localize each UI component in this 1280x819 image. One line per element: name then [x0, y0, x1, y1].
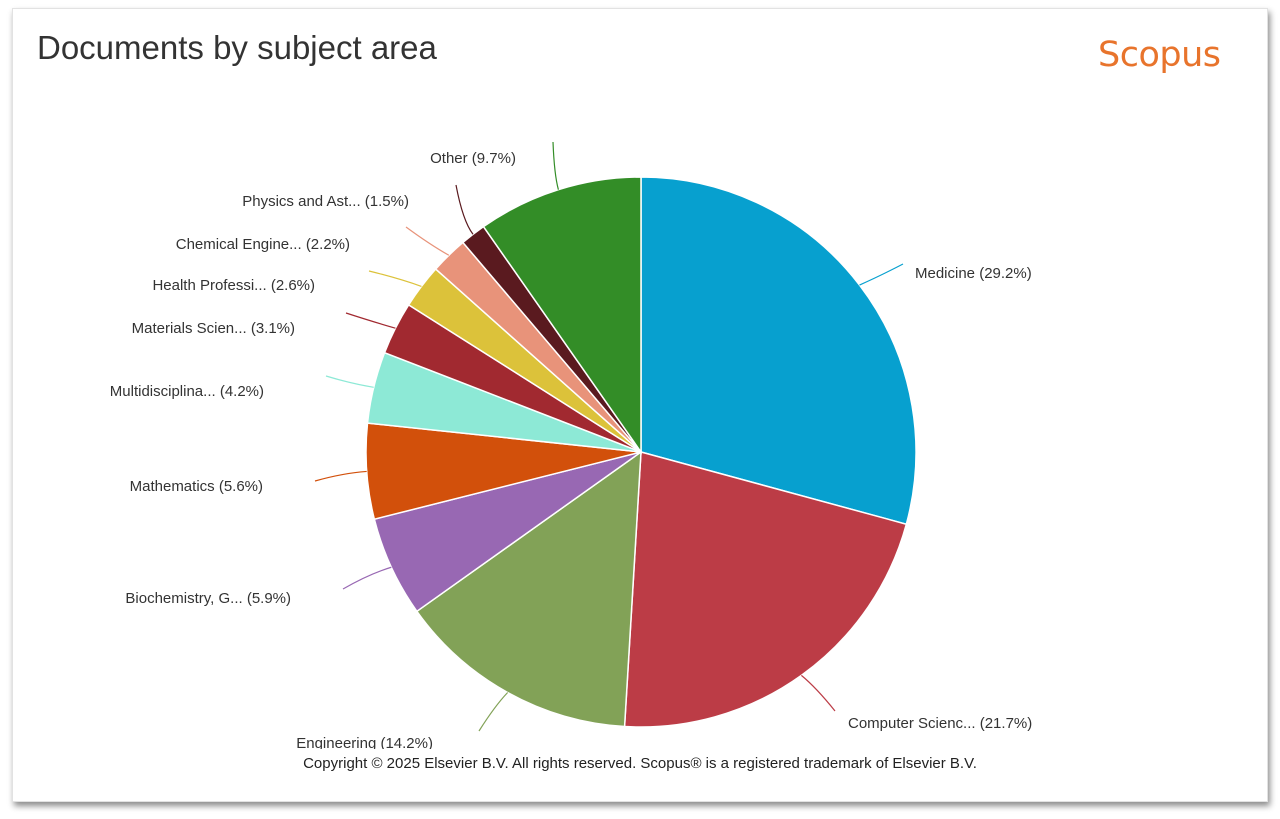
- pie-slice-label: Biochemistry, G... (5.9%): [125, 590, 291, 607]
- pie-slice-label: Health Professi... (2.6%): [152, 277, 315, 294]
- pie-slice[interactable]: [482, 176, 642, 455]
- pie-leader-line: [859, 263, 904, 286]
- chart-card: Documents by subject area Scopus Medicin…: [12, 8, 1268, 802]
- pie-slice[interactable]: [640, 176, 917, 526]
- pie-slice-label: Other (9.7%): [430, 150, 516, 167]
- pie-leader-line: [342, 566, 392, 590]
- pie-slice-label: Computer Scienc... (21.7%): [848, 715, 1032, 732]
- pie-slice-label: Medicine (29.2%): [915, 265, 1032, 282]
- pie-slice-label: Multidisciplina... (4.2%): [110, 383, 264, 400]
- copyright-notice: Copyright © 2025 Elsevier B.V. All right…: [303, 755, 977, 772]
- pie-leader-line: [314, 470, 367, 482]
- pie-leader-lines: [314, 141, 904, 732]
- pie-leader-line: [405, 226, 450, 256]
- pie-leader-line: [552, 141, 559, 190]
- pie-slice-label: Chemical Engine... (2.2%): [176, 236, 350, 253]
- pie-leader-line: [455, 184, 474, 235]
- pie-slice-label: Physics and Ast... (1.5%): [242, 193, 409, 210]
- pie-slice-label: Materials Scien... (3.1%): [132, 320, 295, 337]
- pie-slice-label: Engineering (14.2%): [296, 735, 433, 749]
- pie-leader-line: [478, 692, 509, 732]
- pie-slice[interactable]: [415, 450, 642, 728]
- pie-slice-label: Mathematics (5.6%): [130, 478, 263, 495]
- pie-leader-line: [325, 375, 374, 388]
- pie-chart: Medicine (29.2%) Computer Scienc... (21.7…: [110, 141, 1032, 749]
- pie-leader-line: [345, 312, 396, 329]
- pie-leader-line: [800, 674, 836, 712]
- scopus-logo: Scopus: [1098, 35, 1221, 75]
- pie-leader-line: [368, 270, 422, 287]
- chart-title: Documents by subject area: [37, 29, 437, 66]
- pie-slices: [365, 176, 917, 728]
- pie-labels: Medicine (29.2%) Computer Scienc... (21.7…: [110, 150, 1032, 749]
